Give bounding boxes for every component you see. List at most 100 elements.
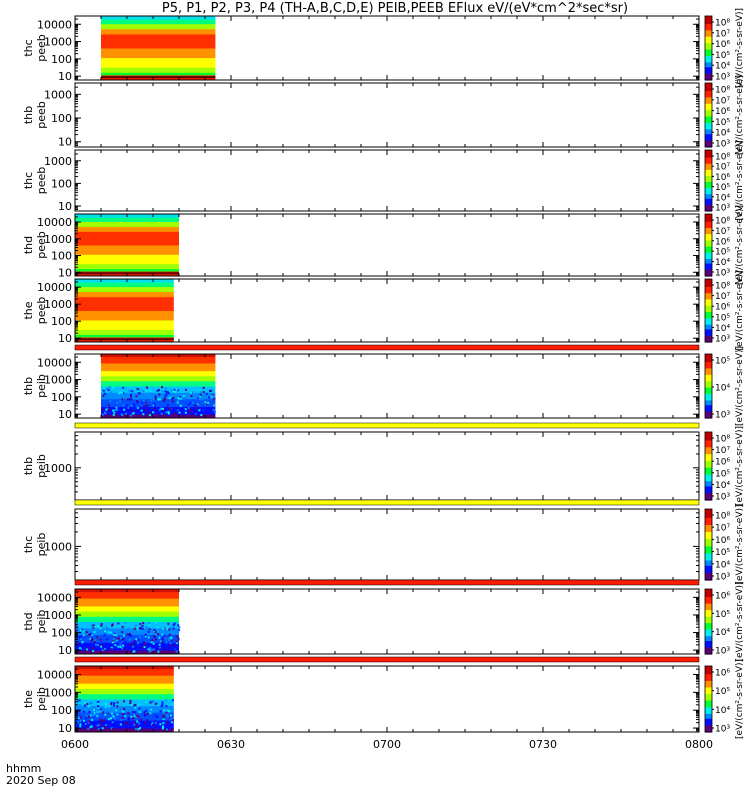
speckle [172, 397, 175, 400]
speckle [122, 720, 125, 723]
speckle [151, 639, 154, 642]
speckle [121, 712, 124, 715]
colorbar-segment [705, 35, 712, 38]
colorbar-segment [705, 647, 712, 650]
time-tick-label: 0800 [685, 738, 713, 751]
colorbar-segment [705, 578, 712, 581]
colorbar-segment [705, 496, 712, 499]
colorbar-segment [705, 337, 712, 340]
speckle [166, 709, 169, 712]
energy-band [101, 375, 216, 382]
speckle [160, 640, 163, 643]
speckle [127, 711, 130, 714]
colorbar-segment [705, 357, 712, 360]
speckle [131, 710, 134, 713]
speckle [195, 404, 198, 407]
speckle [148, 623, 151, 626]
speckle [121, 391, 124, 394]
speckle [79, 704, 82, 707]
energy-band [101, 406, 216, 415]
speckle [116, 401, 119, 404]
speckle [194, 409, 197, 412]
speckle [130, 404, 133, 407]
speckle [130, 704, 133, 707]
speckle [81, 641, 84, 644]
speckle [113, 711, 116, 714]
speckle [108, 711, 111, 714]
colorbar-segment [705, 126, 712, 129]
speckle [165, 648, 168, 651]
speckle [162, 399, 165, 402]
colorbar-segment [705, 413, 712, 416]
colorbar-segment [705, 355, 712, 358]
speckle [96, 724, 99, 727]
speckle [136, 399, 139, 402]
speckle [115, 637, 118, 640]
colorbar-segment [705, 621, 712, 624]
speckle [82, 634, 85, 637]
colorbar-segment [705, 265, 712, 268]
speckle [121, 647, 124, 650]
colorbar-segment [705, 235, 712, 238]
time-tick-label: 0630 [217, 738, 245, 751]
speckle [84, 725, 87, 728]
speckle [125, 721, 128, 724]
speckle [153, 707, 156, 710]
colorbar-segment [705, 652, 712, 655]
speckle [167, 638, 170, 641]
speckle [88, 720, 91, 723]
colorbar-label: 10⁴ [715, 384, 730, 394]
speckle [148, 708, 151, 711]
colorbar-segment [705, 705, 712, 708]
speckle [139, 636, 142, 639]
colorbar-segment [705, 603, 712, 606]
colorbar-segment [705, 560, 712, 563]
speckle [163, 705, 166, 708]
y-tick-label: 1000 [44, 88, 72, 101]
colorbar-segment [705, 389, 712, 392]
speckle [161, 727, 164, 730]
speckle [94, 726, 97, 729]
speckle [111, 624, 114, 627]
colorbar-segment [705, 555, 712, 558]
speckle [145, 700, 148, 703]
speckle [155, 728, 158, 731]
speckle [166, 627, 169, 630]
panel-the-peib: 10000 1000 100 10 the peib 10⁶ 10⁵ 10⁴ 10³ [eV/(cm… [22, 656, 745, 739]
energy-band [101, 48, 216, 59]
colorbar-segment [705, 710, 712, 713]
speckle [169, 409, 172, 412]
colorbar-unit-label: [eV/(cm²-s-sr-eV)] [735, 346, 745, 426]
speckle [97, 700, 100, 703]
speckle [123, 707, 126, 710]
speckle [162, 627, 165, 630]
energy-band [75, 221, 179, 227]
colorbar-segment [705, 263, 712, 266]
energy-band [75, 254, 179, 265]
speckle [105, 410, 108, 413]
colorbar-segment [705, 416, 712, 419]
colorbar-segment [705, 299, 712, 302]
energy-band [75, 286, 174, 293]
colorbar-segment [705, 362, 712, 365]
speckle [165, 411, 168, 414]
colorbar-segment [705, 100, 712, 103]
speckle [99, 638, 102, 641]
colorbar-segment [705, 257, 712, 260]
speckle [122, 700, 125, 703]
speckle [102, 394, 105, 397]
speckle [179, 397, 182, 400]
colorbar-segment [705, 408, 712, 411]
speckle [172, 627, 175, 630]
speckle [172, 390, 175, 393]
speckle [144, 633, 147, 636]
y-tick-label: 10 [58, 70, 72, 83]
colorbar-segment [705, 22, 712, 25]
y-tick-label: 1000 [44, 155, 72, 168]
colorbar-segment [705, 73, 712, 76]
colorbar-segment [705, 725, 712, 728]
colorbar-segment [705, 99, 712, 102]
colorbar-segment [705, 323, 712, 326]
speckle [134, 703, 137, 706]
